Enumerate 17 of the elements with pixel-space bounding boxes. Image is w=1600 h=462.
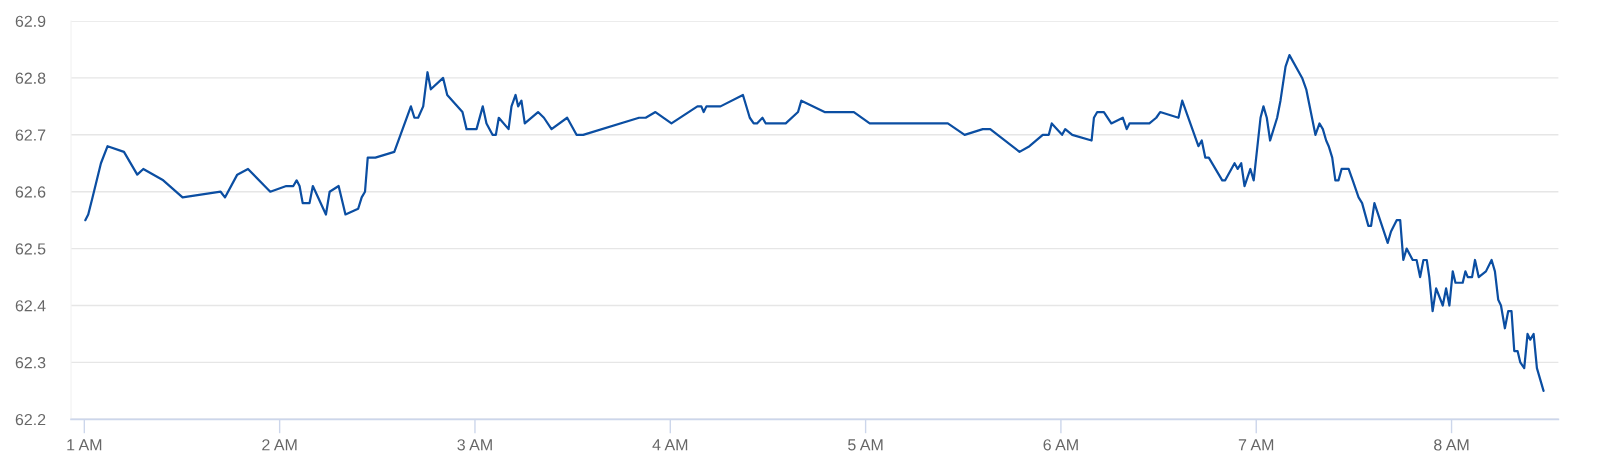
x-tick-label: 5 AM	[848, 439, 883, 451]
line-series	[84, 54, 1545, 392]
y-tick-label: 62.6	[15, 186, 46, 198]
x-tick-label: 3 AM	[457, 439, 492, 451]
y-tick-label: 62.2	[15, 413, 46, 426]
y-tick-label: 62.8	[15, 72, 46, 84]
y-tick-label: 62.9	[15, 15, 46, 27]
x-tick-label: 2 AM	[262, 439, 297, 451]
x-tick-label: 6 AM	[1043, 439, 1078, 451]
x-tick-label: 7 AM	[1238, 439, 1274, 451]
x-tick-label: 4 AM	[652, 439, 688, 451]
y-tick-label: 62.7	[15, 129, 46, 141]
y-tick-label: 62.5	[15, 243, 46, 255]
y-tick-label: 62.4	[15, 300, 46, 312]
y-tick-label: 62.3	[15, 357, 46, 369]
x-tick-label: 1 AM	[67, 439, 102, 451]
x-tick-label: 8 AM	[1434, 439, 1469, 451]
